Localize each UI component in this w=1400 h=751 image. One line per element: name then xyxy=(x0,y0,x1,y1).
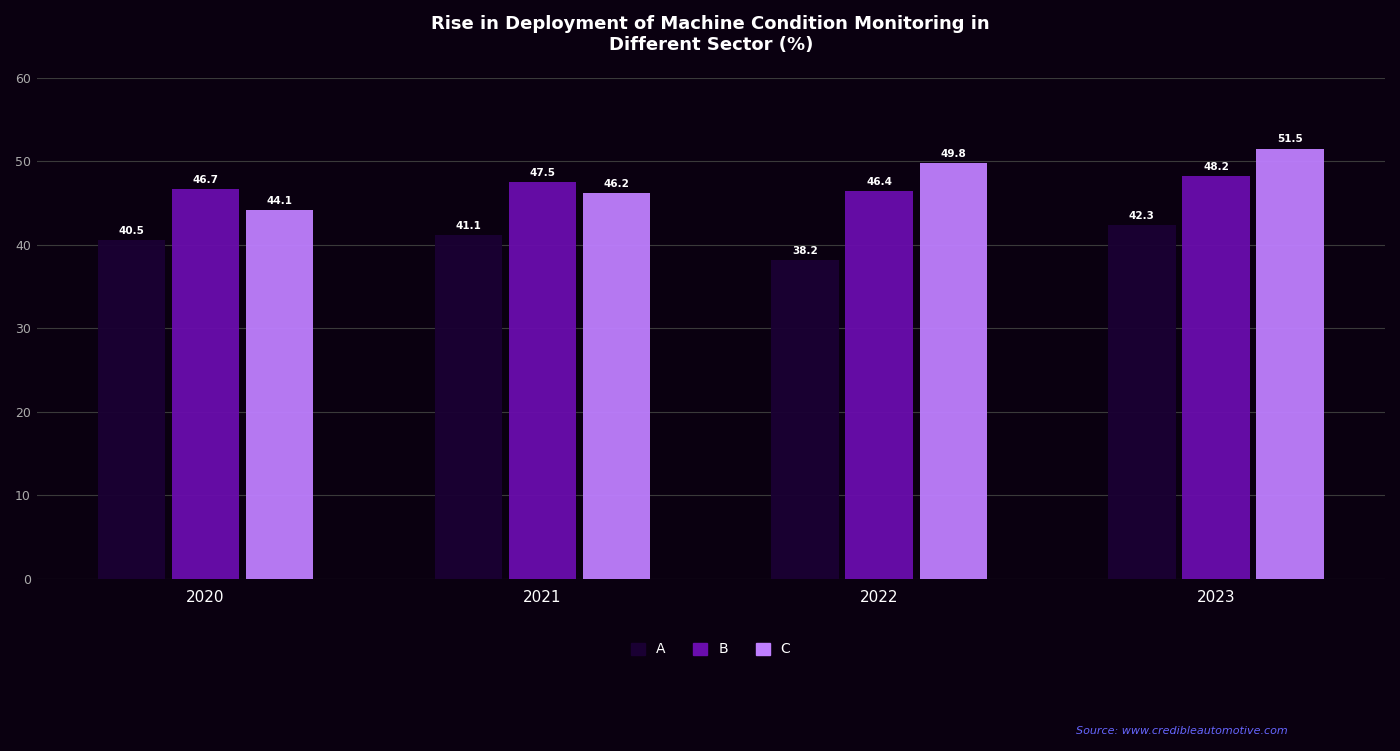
Text: 46.2: 46.2 xyxy=(603,179,630,189)
Text: Source: www.credibleautomotive.com: Source: www.credibleautomotive.com xyxy=(1077,726,1288,736)
Bar xyxy=(434,236,503,579)
Text: 49.8: 49.8 xyxy=(941,149,966,158)
Text: 44.1: 44.1 xyxy=(267,196,293,207)
Bar xyxy=(172,189,239,579)
Bar xyxy=(771,260,839,579)
Bar xyxy=(1256,149,1324,579)
Text: 42.3: 42.3 xyxy=(1128,211,1155,222)
Text: 38.2: 38.2 xyxy=(792,246,818,255)
Title: Rise in Deployment of Machine Condition Monitoring in
Different Sector (%): Rise in Deployment of Machine Condition … xyxy=(431,15,990,54)
Bar xyxy=(1109,225,1176,579)
Bar xyxy=(582,193,650,579)
Bar xyxy=(98,240,165,579)
Bar xyxy=(246,210,314,579)
Bar xyxy=(920,163,987,579)
Text: 40.5: 40.5 xyxy=(119,226,144,237)
Legend: A, B, C: A, B, C xyxy=(626,637,797,662)
Bar xyxy=(1182,176,1250,579)
Text: 41.1: 41.1 xyxy=(455,222,482,231)
Text: 46.7: 46.7 xyxy=(193,174,218,185)
Text: 47.5: 47.5 xyxy=(529,167,556,178)
Bar xyxy=(508,182,575,579)
Text: 51.5: 51.5 xyxy=(1277,134,1303,144)
Bar xyxy=(846,192,913,579)
Text: 46.4: 46.4 xyxy=(867,177,892,187)
Text: 48.2: 48.2 xyxy=(1203,162,1229,172)
